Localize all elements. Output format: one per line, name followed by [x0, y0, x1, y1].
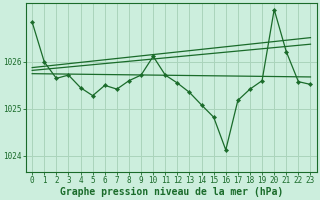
X-axis label: Graphe pression niveau de la mer (hPa): Graphe pression niveau de la mer (hPa): [60, 186, 283, 197]
